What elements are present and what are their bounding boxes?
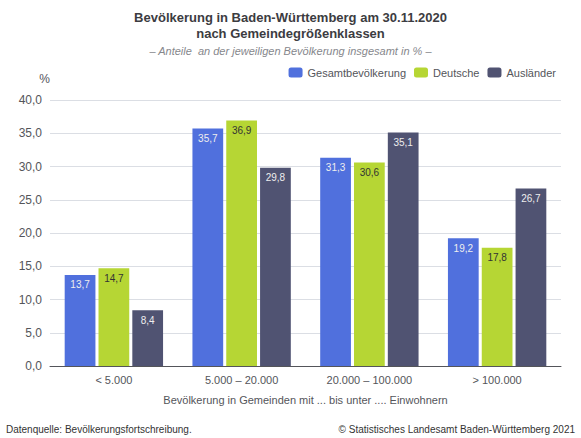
svg-text:14,7: 14,7 [104, 273, 124, 284]
svg-text:< 5.000: < 5.000 [95, 374, 132, 386]
svg-text:Deutsche: Deutsche [433, 67, 479, 79]
svg-text:%: % [39, 72, 50, 86]
svg-text:Bevölkerung in Gemeinden mit .: Bevölkerung in Gemeinden mit ... bis unt… [163, 394, 447, 406]
svg-text:17,8: 17,8 [487, 252, 507, 263]
svg-text:35,1: 35,1 [393, 137, 413, 148]
svg-text:20.000 – 100.000: 20.000 – 100.000 [327, 374, 413, 386]
svg-text:5,0: 5,0 [25, 326, 42, 340]
svg-text:26,7: 26,7 [521, 193, 541, 204]
svg-text:5.000 – 20.000: 5.000 – 20.000 [205, 374, 278, 386]
svg-text:Gesamtbevölkerung: Gesamtbevölkerung [308, 67, 406, 79]
svg-text:25,0: 25,0 [19, 193, 43, 207]
svg-text:31,3: 31,3 [326, 162, 346, 173]
svg-text:0,0: 0,0 [25, 359, 42, 373]
svg-text:13,7: 13,7 [70, 279, 90, 290]
svg-text:Bevölkerung in Baden-Württembe: Bevölkerung in Baden-Württemberg am 30.1… [134, 10, 447, 25]
svg-text:Datenquelle: Bevölkerungsforts: Datenquelle: Bevölkerungsfortschreibung. [6, 424, 192, 435]
svg-text:> 100.000: > 100.000 [473, 374, 522, 386]
svg-text:30,0: 30,0 [19, 160, 43, 174]
svg-text:© Statistisches Landesamt Bade: © Statistisches Landesamt Baden-Württemb… [339, 424, 576, 435]
svg-text:– Anteile an der jeweiligen B: – Anteile an der jeweiligen Bevölkerung … [148, 45, 432, 57]
svg-text:36,9: 36,9 [232, 125, 252, 136]
svg-text:20,0: 20,0 [19, 226, 43, 240]
svg-text:30,6: 30,6 [360, 167, 380, 178]
svg-text:Ausländer: Ausländer [506, 67, 556, 79]
svg-text:15,0: 15,0 [19, 259, 43, 273]
svg-text:35,0: 35,0 [19, 126, 43, 140]
svg-text:nach Gemeindegrößenklassen: nach Gemeindegrößenklassen [196, 26, 385, 41]
svg-text:8,4: 8,4 [141, 315, 155, 326]
svg-text:10,0: 10,0 [19, 293, 43, 307]
svg-text:29,8: 29,8 [266, 172, 286, 183]
svg-text:35,7: 35,7 [198, 133, 218, 144]
svg-text:40,0: 40,0 [19, 93, 43, 107]
svg-text:19,2: 19,2 [454, 243, 474, 254]
